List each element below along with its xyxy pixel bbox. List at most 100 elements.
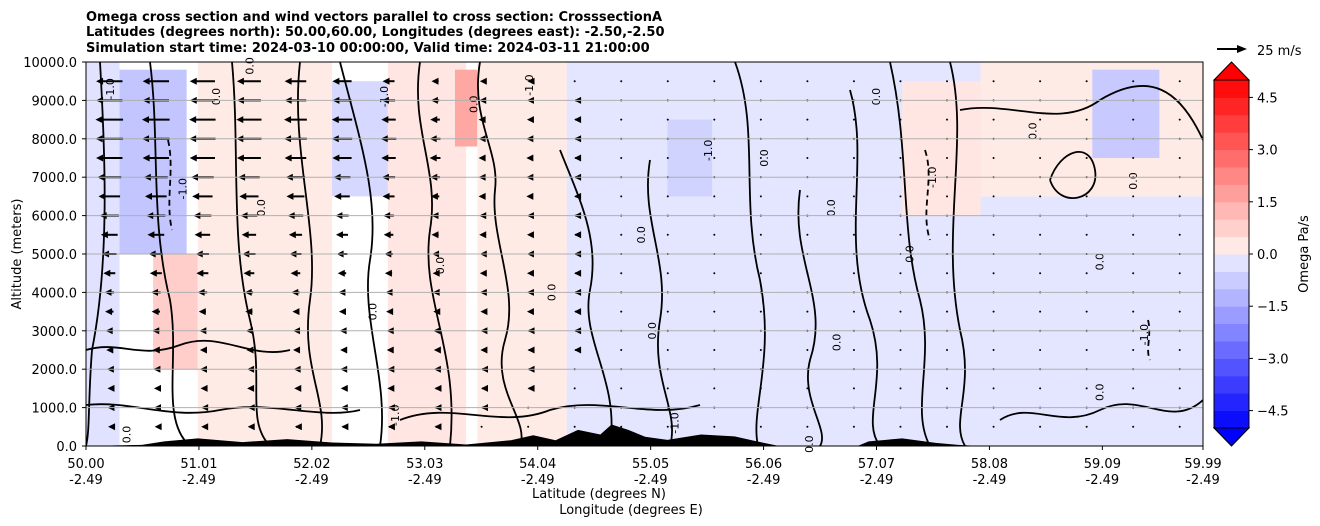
contour-line [999,399,1203,421]
contour-label: 0.0 [1093,383,1106,401]
wind-vector [1085,310,1088,313]
omega-region [454,69,478,147]
x-tick-label-lat: 57.07 [858,457,895,472]
wind-vector [899,349,902,351]
wind-vector [1039,387,1042,390]
quiver-key-label: 25 m/s [1257,44,1302,59]
wind-vector [247,423,255,431]
wind-vector [152,346,160,354]
wind-vector [759,80,762,83]
x-axis-label-longitude: Longitude (degrees E) [559,503,703,518]
colorbar-segment [1214,236,1249,255]
wind-vector [713,349,716,351]
wind-vector [806,310,809,313]
x-tick-label-lat: 51.01 [180,457,217,472]
wind-vector [992,349,995,351]
wind-vector [713,195,716,198]
wind-vector [1178,157,1181,159]
wind-vector [1178,425,1181,428]
wind-vector [1132,349,1135,351]
wind-vector [432,269,440,277]
wind-vector [946,80,949,83]
wind-vector [713,118,716,121]
contour-line [477,62,523,446]
contour-label: -1.0 [669,412,682,433]
colorbar-segment [1214,375,1249,394]
y-axis-label: Altitude (meters) [10,199,25,310]
x-tick-label-lon: -2.49 [182,473,216,488]
wind-vector [574,269,582,277]
wind-vector [478,154,486,162]
wind-vector [1039,118,1042,121]
wind-vector [433,346,441,354]
wind-vector [199,346,207,354]
x-tick-label-lon: -2.49 [860,473,894,488]
wind-vector [899,425,902,428]
wind-vector [992,425,995,428]
wind-vector [1132,80,1135,83]
wind-vector [1178,272,1181,275]
x-tick-label-lon: -2.49 [973,473,1007,488]
wind-vector [1085,387,1088,390]
colorbar-segment [1214,201,1249,220]
wind-vector [526,231,534,239]
y-tick-label: 0.0 [56,440,77,455]
x-axis-ticks: 50.00-2.4951.01-2.4952.02-2.4953.03-2.49… [67,446,1222,488]
wind-vector [806,425,809,428]
wind-vector [247,384,255,392]
wind-vector [243,269,255,277]
wind-vector [620,425,623,428]
wind-vector [479,231,487,239]
quiver-key-arrowhead [1237,45,1247,53]
wind-vector [201,423,209,431]
wind-vector [526,308,534,316]
wind-vector [713,310,716,313]
colorbar-tick-label: 0.0 [1257,248,1278,263]
wind-vector [806,157,809,159]
wind-vector [142,154,170,162]
wind-vector [852,349,855,351]
wind-vector [200,384,208,392]
contour-label: 0.0 [367,303,380,321]
wind-vector [194,231,211,239]
contour-label: 0.0 [635,226,648,244]
wind-vector [620,233,623,236]
wind-vector [382,192,395,200]
omega-region [980,196,1203,446]
wind-vector [992,118,995,121]
wind-vector [666,195,669,198]
y-tick-label: 4000.0 [32,286,78,301]
wind-vector [292,308,300,316]
chart-title-line-2: Latitudes (degrees north): 50.00,60.00, … [86,25,665,40]
colorbar-segment [1214,393,1249,412]
wind-vector [759,233,762,236]
wind-vector [946,118,949,121]
contour-label: -1.0 [104,78,117,99]
wind-vector [992,387,995,390]
wind-vector [899,272,902,275]
wind-vector [1039,233,1042,236]
wind-vector [666,425,669,428]
wind-vector [147,231,165,239]
wind-vector [189,77,215,85]
colorbar-segment [1214,149,1249,168]
colorbar-tick-label: −1.5 [1257,300,1289,315]
wind-vector [340,384,348,392]
wind-vector [331,116,353,124]
wind-vector [1178,118,1181,121]
x-tick-label-lat: 59.09 [1084,457,1121,472]
contour-line [399,404,701,421]
contour-line [86,62,106,446]
y-tick-label: 10000.0 [23,56,77,71]
wind-vector [142,116,170,124]
colorbar-segment [1214,80,1249,98]
colorbar-segment [1214,288,1249,307]
wind-vector [666,80,669,83]
wind-vector [899,118,902,121]
wind-vector [713,233,716,236]
contour-line [889,62,931,446]
wind-vector [98,192,121,200]
wind-vector [430,192,440,200]
wind-vector [284,154,307,162]
wind-vector [381,154,396,162]
